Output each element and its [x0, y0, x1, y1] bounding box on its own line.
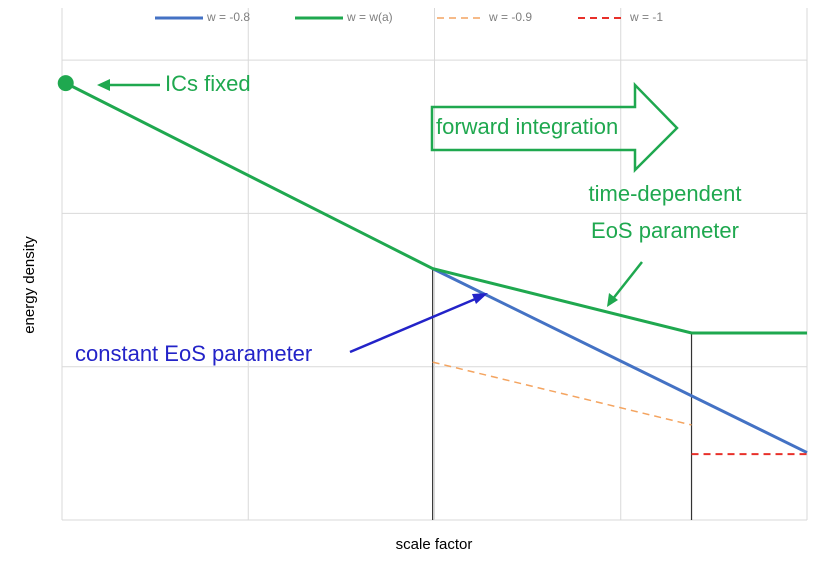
annotation: constant EoS parameter	[75, 341, 312, 366]
arrow	[611, 261, 643, 301]
series-line	[65, 81, 807, 335]
point	[57, 75, 74, 92]
annotation: time-dependent	[589, 181, 742, 206]
legend-label: w = w(a)	[346, 10, 393, 24]
legend-label: w = -0.8	[206, 10, 250, 24]
arrow	[349, 295, 481, 354]
legend-label: w = -1	[629, 10, 663, 24]
grid	[61, 8, 808, 521]
annotation: ICs fixed	[165, 71, 251, 96]
annotation: EoS parameter	[591, 218, 739, 243]
series-line	[432, 361, 692, 426]
plot	[57, 75, 808, 520]
arrow-head	[472, 293, 488, 304]
legend-label: w = -0.9	[488, 10, 532, 24]
legend: w = -0.8 w = w(a) w = -0.9 w = -1	[155, 10, 663, 24]
y-axis-label: energy density	[21, 236, 38, 334]
arrow-head	[607, 293, 618, 307]
x-axis-label: scale factor	[396, 536, 473, 553]
series-line	[431, 267, 808, 454]
arrow-head	[97, 79, 110, 91]
annotations: ICs fixed forward integration time-depen…	[75, 71, 741, 366]
annotation: forward integration	[436, 114, 618, 139]
big-arrow	[430, 81, 679, 174]
